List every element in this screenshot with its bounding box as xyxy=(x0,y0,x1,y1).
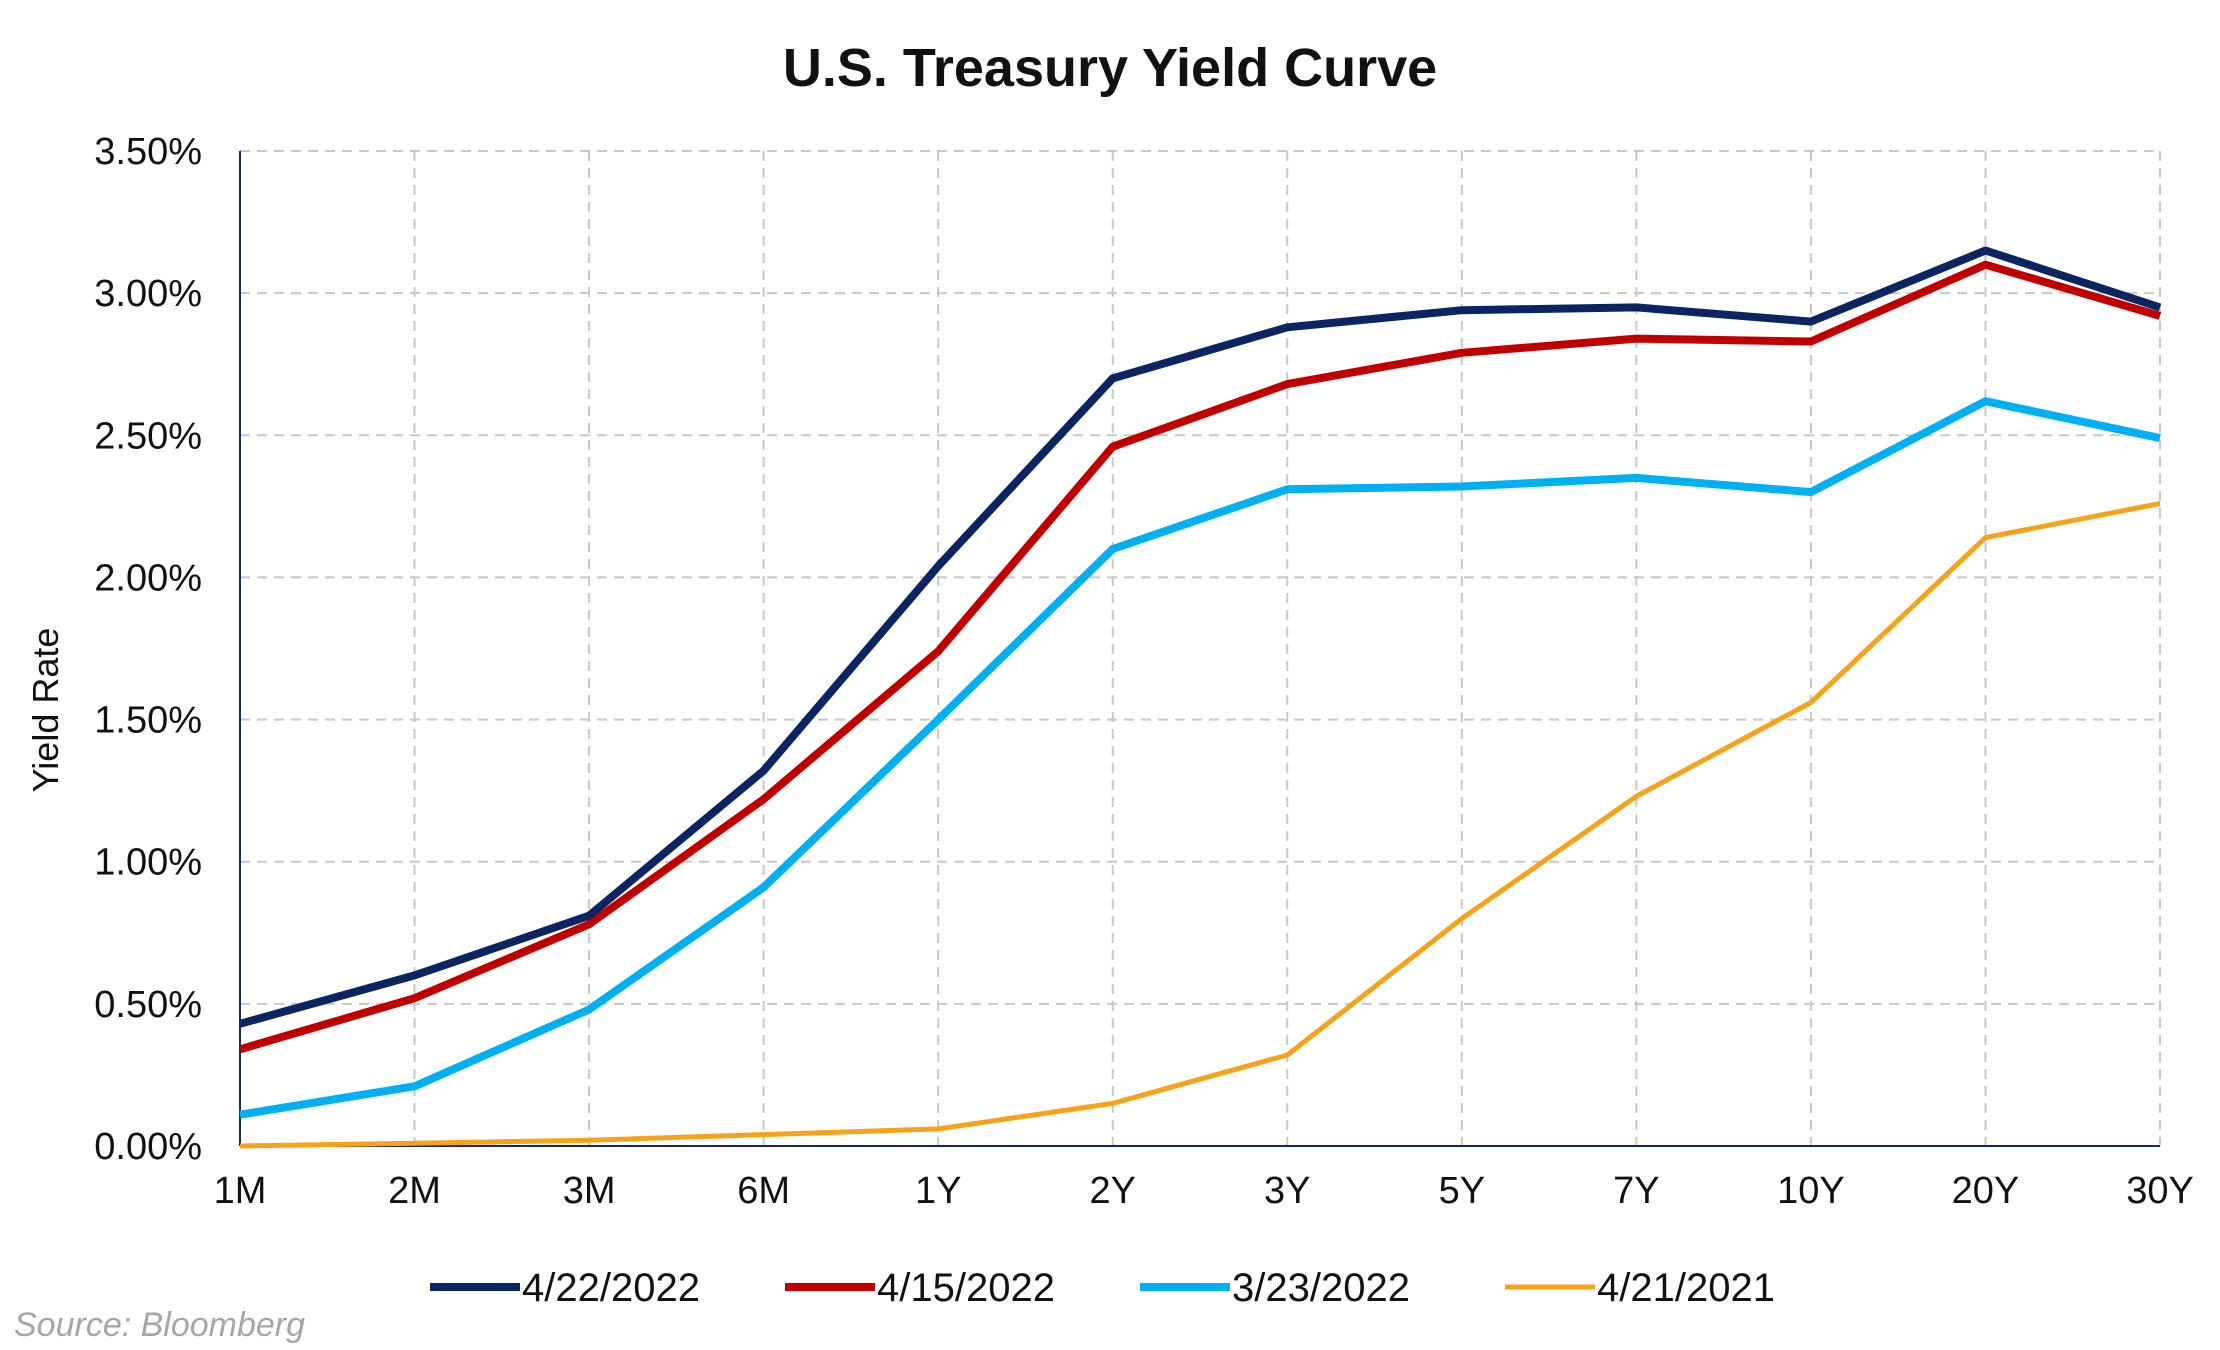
legend-label: 4/22/2022 xyxy=(522,1266,700,1310)
legend-item: 3/23/2022 xyxy=(1140,1266,1410,1310)
source-note: Source: Bloomberg xyxy=(14,1306,305,1344)
y-tick-label: 3.50% xyxy=(94,131,202,173)
axes xyxy=(239,151,2160,1147)
x-tick-label: 20Y xyxy=(1952,1170,2020,1212)
x-tick-label: 2Y xyxy=(1089,1170,1135,1212)
y-tick-label: 2.00% xyxy=(94,557,202,599)
legend-item: 4/21/2021 xyxy=(1505,1266,1775,1310)
y-tick-label: 0.50% xyxy=(94,984,202,1026)
x-tick-label: 10Y xyxy=(1777,1170,1845,1212)
legend-label: 4/15/2022 xyxy=(877,1266,1055,1310)
x-tick-label: 3M xyxy=(563,1170,616,1212)
y-tick-label: 0.00% xyxy=(94,1126,202,1168)
x-axis-ticks: 1M 2M 3M 6M 1Y 2Y 3Y 5Y 7Y 10Y 20Y 30Y xyxy=(214,1170,2194,1212)
series-line-1 xyxy=(238,246,2162,1028)
x-tick-label: 1Y xyxy=(915,1170,961,1212)
series-line-2 xyxy=(238,260,2162,1054)
y-tick-label: 2.50% xyxy=(94,415,202,457)
series-line-4 xyxy=(239,501,2161,1149)
legend-item: 4/22/2022 xyxy=(430,1266,700,1310)
x-tick-label: 30Y xyxy=(2126,1170,2194,1212)
x-tick-label: 6M xyxy=(737,1170,790,1212)
legend-item: 4/15/2022 xyxy=(785,1266,1055,1310)
grid xyxy=(240,150,2161,1146)
y-tick-label: 3.00% xyxy=(94,273,202,315)
legend-label: 4/21/2021 xyxy=(1597,1266,1775,1310)
chart-title: U.S. Treasury Yield Curve xyxy=(783,38,1437,98)
y-tick-label: 1.50% xyxy=(94,700,202,742)
x-tick-label: 7Y xyxy=(1613,1170,1659,1212)
y-axis-ticks: 0.00% 0.50% 1.00% 1.50% 2.00% 2.50% 3.00% 3.50% xyxy=(94,131,202,1168)
x-tick-label: 1M xyxy=(214,1170,267,1212)
series-line-3 xyxy=(239,397,2161,1119)
y-tick-label: 1.00% xyxy=(94,842,202,884)
series-lines xyxy=(238,246,2162,1149)
legend: 4/22/2022 4/15/2022 3/23/2022 4/21/2021 xyxy=(430,1266,1775,1310)
x-tick-label: 5Y xyxy=(1439,1170,1485,1212)
x-tick-label: 3Y xyxy=(1264,1170,1310,1212)
x-tick-label: 2M xyxy=(388,1170,441,1212)
y-axis-label: Yield Rate xyxy=(25,628,66,793)
legend-label: 3/23/2022 xyxy=(1232,1266,1410,1310)
